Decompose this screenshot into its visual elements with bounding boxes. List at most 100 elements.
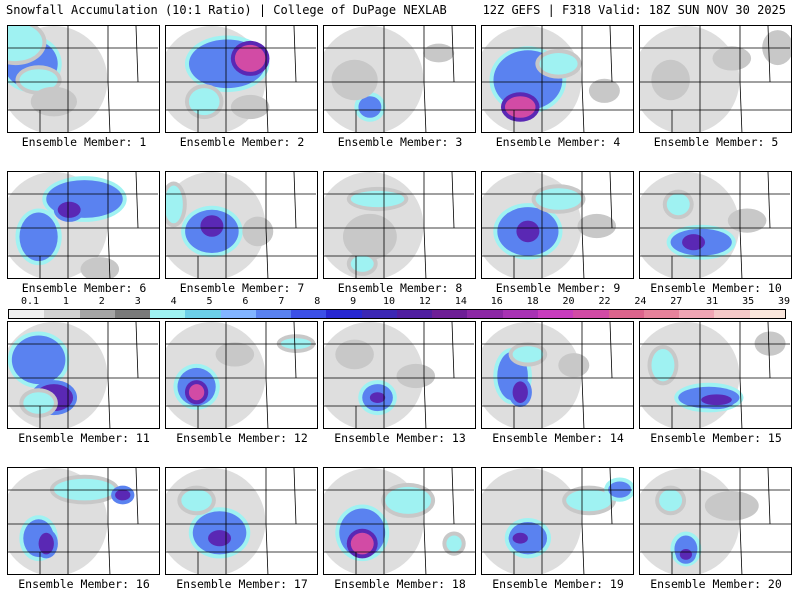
legend-swatch — [537, 310, 574, 318]
legend-swatch — [114, 310, 151, 318]
snowfall-field — [640, 172, 791, 278]
snowfall-field — [8, 172, 159, 278]
legend-swatch — [220, 310, 256, 318]
snow-contour — [19, 69, 58, 91]
snow-contour — [512, 532, 528, 544]
snowfall-field — [8, 322, 159, 428]
ensemble-member-map — [323, 171, 476, 279]
snow-contour — [234, 98, 266, 116]
ensemble-member-map — [7, 467, 160, 575]
legend-swatch — [679, 310, 715, 318]
ensemble-member-map — [639, 171, 792, 279]
snow-contour — [385, 486, 432, 514]
ensemble-member-label: Ensemble Member: 11 — [18, 431, 150, 445]
snow-contour — [581, 217, 613, 235]
snow-contour — [659, 489, 683, 512]
snow-contour — [731, 212, 763, 229]
ensemble-member-label: Ensemble Member: 3 — [337, 135, 463, 149]
state-boundaries — [640, 322, 791, 428]
legend-swatch — [432, 310, 468, 318]
snow-contour — [512, 346, 544, 363]
ensemble-member-map — [323, 467, 476, 575]
legend-value: 0.1 — [20, 296, 40, 307]
ensemble-member-map — [639, 25, 792, 133]
snow-contour — [592, 82, 616, 99]
legend-value: 24 — [634, 296, 647, 307]
state-boundaries — [324, 172, 475, 278]
snowfall-field — [482, 322, 633, 428]
legend-swatch — [361, 310, 397, 318]
state-boundaries — [482, 26, 633, 132]
snow-contour — [200, 215, 224, 237]
ensemble-member-label: Ensemble Member: 14 — [492, 431, 624, 445]
state-boundaries — [482, 172, 633, 278]
legend-swatch — [608, 310, 644, 318]
ensemble-member-map — [165, 25, 318, 133]
ensemble-member-map — [7, 171, 160, 279]
snow-contour — [23, 392, 54, 414]
state-boundaries — [640, 26, 791, 132]
legend-value: 9 — [350, 296, 357, 307]
snow-contour — [350, 532, 374, 555]
snowfall-field — [482, 468, 633, 574]
light-snow-area — [640, 172, 740, 278]
ensemble-member-label: Ensemble Member: 4 — [495, 135, 621, 149]
ensemble-member-label: Ensemble Member: 16 — [18, 577, 150, 591]
legend-value: 8 — [314, 296, 321, 307]
legend-value: 4 — [170, 296, 177, 307]
state-boundaries — [8, 322, 159, 428]
legend-value: 16 — [490, 296, 503, 307]
state-boundaries — [482, 322, 633, 428]
snow-contour — [8, 26, 43, 62]
snow-contour — [38, 532, 54, 555]
snowfall-field — [166, 26, 317, 132]
legend-swatch — [9, 310, 45, 318]
snowfall-field — [482, 26, 633, 132]
snowfall-field — [324, 468, 475, 574]
snow-contour — [655, 63, 686, 97]
legend-swatch — [255, 310, 292, 318]
snow-contour — [566, 489, 613, 512]
snow-contour — [651, 349, 675, 382]
snow-contour — [339, 343, 370, 366]
state-boundaries — [166, 322, 317, 428]
snow-contour — [181, 489, 212, 512]
state-boundaries — [324, 322, 475, 428]
snowfall-field — [640, 468, 791, 574]
snow-contour — [358, 96, 382, 118]
ensemble-member-label: Ensemble Member: 6 — [21, 281, 147, 295]
ensemble-member-map — [7, 321, 160, 429]
ensemble-member-label: Ensemble Member: 9 — [495, 281, 621, 295]
ensemble-member-label: Ensemble Member: 17 — [176, 577, 308, 591]
legend-value: 31 — [706, 296, 719, 307]
snow-contour — [84, 261, 116, 278]
ensemble-member-map — [481, 467, 634, 575]
snow-contour — [350, 190, 405, 208]
legend-swatch — [467, 310, 503, 318]
snow-contour — [188, 384, 205, 401]
legend-swatch — [396, 310, 433, 318]
ensemble-member-map — [323, 25, 476, 133]
legend-value: 5 — [206, 296, 213, 307]
snow-contour — [208, 530, 232, 547]
ensemble-member-label: Ensemble Member: 8 — [337, 281, 463, 295]
state-boundaries — [8, 172, 159, 278]
ensemble-member-map — [323, 321, 476, 429]
ensemble-member-map — [165, 467, 318, 575]
snowfall-field — [166, 172, 317, 278]
state-boundaries — [324, 468, 475, 574]
snow-contour — [504, 96, 536, 118]
ensemble-member-label: Ensemble Member: 18 — [334, 577, 466, 591]
snow-contour — [335, 63, 374, 97]
legend-value: 22 — [598, 296, 611, 307]
legend-labels: 0.1 1 2 3 4 5 6 7 8 9 10 12 14 16 18 20 22 24 27 31 35 39 — [8, 296, 792, 308]
snowfall-field — [324, 172, 475, 278]
snow-contour — [188, 88, 220, 116]
legend-value: 6 — [242, 296, 249, 307]
ensemble-member-label: Ensemble Member: 1 — [21, 135, 147, 149]
snow-contour — [400, 367, 432, 385]
legend-swatch — [79, 310, 115, 318]
color-legend — [8, 309, 786, 319]
snow-contour — [34, 90, 74, 113]
legend-value: 39 — [777, 296, 791, 307]
